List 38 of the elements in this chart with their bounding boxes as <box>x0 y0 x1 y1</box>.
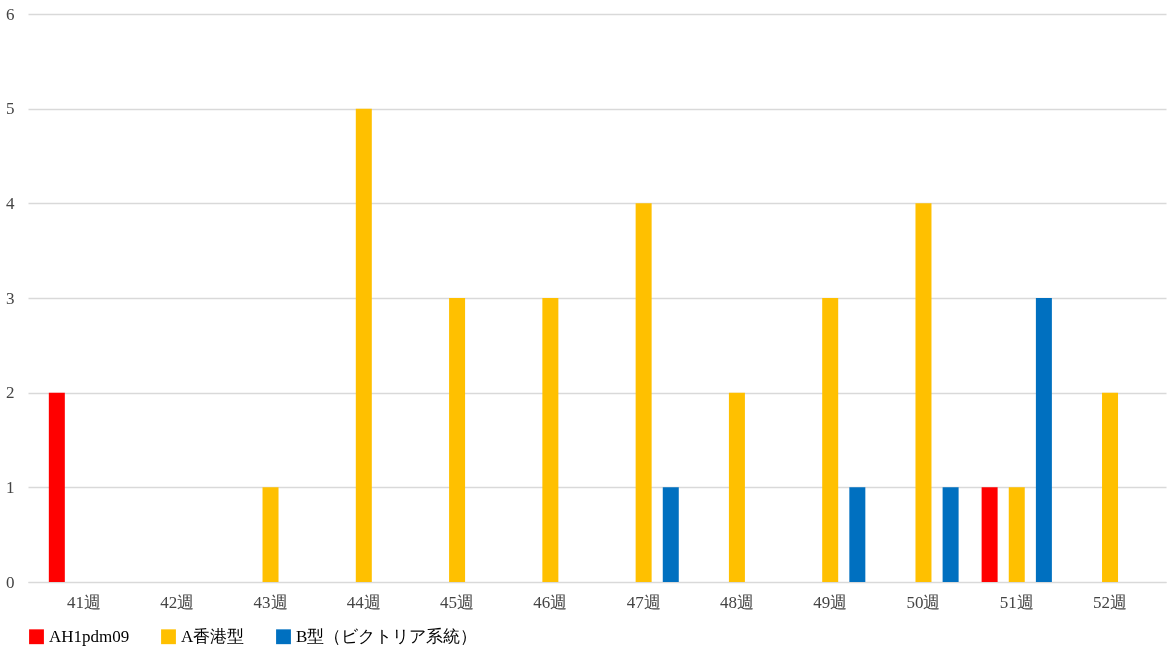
bar <box>355 108 372 582</box>
legend-label: AH1pdm09 <box>49 626 130 646</box>
y-tick-label: 6 <box>6 4 15 24</box>
x-tick-label: 51週 <box>999 592 1034 612</box>
bar <box>542 298 559 582</box>
bar <box>635 203 652 582</box>
bar <box>662 487 679 582</box>
y-tick-label: 5 <box>6 99 15 119</box>
legend-label: A香港型 <box>181 626 245 646</box>
x-tick-label: 49週 <box>813 592 848 612</box>
y-tick-label: 3 <box>6 288 15 308</box>
x-tick-label: 44週 <box>346 592 381 612</box>
y-tick-label: 2 <box>6 383 15 403</box>
x-tick-label: 46週 <box>533 592 568 612</box>
legend-label: B型（ビクトリア系統） <box>296 626 478 646</box>
bar <box>981 487 998 582</box>
bar <box>822 298 839 582</box>
y-tick-label: 4 <box>6 193 15 213</box>
x-tick-label: 50週 <box>906 592 941 612</box>
bar <box>942 487 959 582</box>
x-tick-label: 41週 <box>66 592 101 612</box>
y-tick-label: 1 <box>6 477 15 497</box>
y-tick-label: 0 <box>6 572 15 592</box>
bar <box>1008 487 1025 582</box>
bar <box>728 392 745 582</box>
x-tick-label: 52週 <box>1093 592 1128 612</box>
x-tick-label: 47週 <box>626 592 661 612</box>
x-tick-label: 45週 <box>440 592 475 612</box>
bar <box>915 203 932 582</box>
bar <box>449 298 466 582</box>
x-tick-label: 48週 <box>719 592 754 612</box>
x-tick-label: 42週 <box>160 592 195 612</box>
bar <box>1102 392 1119 582</box>
bar <box>48 392 65 582</box>
bar <box>262 487 279 582</box>
bar <box>1035 298 1052 582</box>
x-tick-label: 43週 <box>253 592 288 612</box>
bar <box>849 487 866 582</box>
